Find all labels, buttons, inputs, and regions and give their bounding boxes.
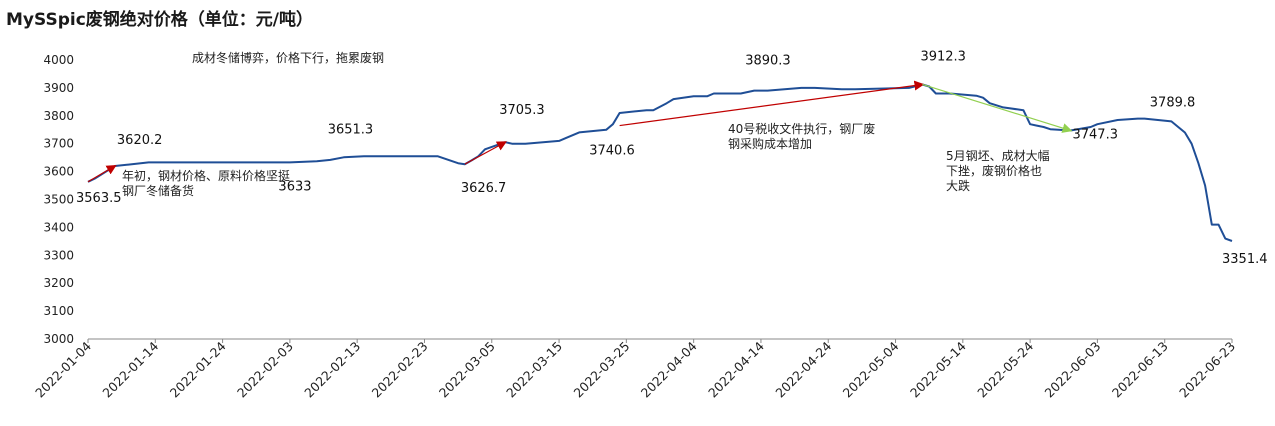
y-tick-label: 3200: [43, 276, 74, 290]
data-label: 3351.4: [1222, 252, 1268, 267]
chart-title: MySSpic废钢绝对价格（单位：元/吨）: [6, 10, 314, 30]
y-axis: 3000 3100 3200 3300 3400 3500 3600 3700 3800 3900…: [43, 53, 74, 346]
annotation-note-line: 年初，钢材价格、原料价格坚挺: [122, 168, 290, 183]
x-tick-label: 2022-04-04: [638, 338, 700, 400]
x-axis: 2022-01-04 2022-01-14 2022-01-24 2022-02-03…: [32, 338, 1238, 400]
y-tick-label: 4000: [43, 53, 74, 67]
data-label: 3626.7: [461, 181, 507, 196]
x-tick-label: 2022-03-25: [570, 339, 632, 401]
data-label: 3633: [278, 179, 311, 194]
annotation-note: 40号税收文件执行，钢厂废钢采购成本增加: [728, 121, 875, 151]
y-tick-label: 3000: [43, 332, 74, 346]
annotation-note-line: 40号税收文件执行，钢厂废: [728, 121, 875, 136]
x-tick-label: 2022-02-13: [301, 339, 363, 401]
red-trend-arrow: [87, 164, 117, 183]
x-tick-label: 2022-01-24: [167, 338, 229, 400]
y-tick-label: 3100: [43, 304, 74, 318]
x-tick-label: 2022-04-24: [772, 338, 834, 400]
y-tick-label: 3900: [43, 81, 74, 95]
y-tick-label: 3700: [43, 137, 74, 151]
annotation-note: 年初，钢材价格、原料价格坚挺钢厂冬储备货: [122, 168, 290, 198]
x-tick-label: 2022-02-23: [369, 339, 431, 401]
annotation-note-line: 成材冬储博弈，价格下行，拖累废钢: [192, 50, 384, 65]
data-label: 3912.3: [920, 49, 966, 64]
data-label: 3789.8: [1150, 96, 1196, 111]
annotation-note-line: 大跌: [946, 178, 970, 193]
annotation-note-line: 5月钢坯、成材大幅: [946, 148, 1050, 163]
y-tick-label: 3500: [43, 193, 74, 207]
x-tick-label: 2022-02-03: [234, 339, 296, 401]
x-tick-label: 2022-05-04: [840, 338, 902, 400]
annotation-arrows: [87, 80, 1073, 183]
data-label: 3747.3: [1072, 128, 1118, 143]
x-tick-label: 2022-01-14: [99, 338, 161, 400]
x-tick-label: 2022-04-14: [705, 338, 767, 400]
annotation-note: 5月钢坯、成材大幅下挫，废钢价格也大跌: [946, 148, 1050, 193]
data-label: 3620.2: [117, 133, 163, 148]
data-label: 3890.3: [745, 54, 791, 69]
x-tick-label: 2022-05-14: [907, 338, 969, 400]
data-labels: 3563.5 3620.2 3633 3651.3 3626.7 3705.3 3740.6…: [76, 49, 1268, 266]
y-tick-label: 3300: [43, 248, 74, 262]
red-trend-arrow: [464, 141, 507, 165]
x-tick-label: 2022-06-13: [1109, 339, 1171, 401]
y-tick-label: 3800: [43, 109, 74, 123]
red-trend-arrow: [619, 80, 925, 127]
x-tick-label: 2022-06-23: [1176, 339, 1238, 401]
x-tick-label: 2022-03-05: [436, 339, 498, 401]
data-label: 3705.3: [499, 103, 544, 118]
x-tick-label: 2022-03-15: [503, 339, 565, 401]
green-trend-arrow: [922, 83, 1073, 133]
x-tick-label: 2022-06-03: [1042, 339, 1104, 401]
series-layer: [87, 83, 1233, 242]
x-tick-label: 2022-05-24: [974, 338, 1036, 400]
x-tick-label: 2022-01-04: [32, 338, 94, 400]
annotation-note-line: 下挫，废钢价格也: [946, 163, 1042, 178]
data-label: 3651.3: [328, 122, 374, 137]
price-series-line: [87, 83, 1233, 242]
data-label: 3740.6: [589, 143, 635, 158]
y-tick-label: 3600: [43, 165, 74, 179]
data-label: 3563.5: [76, 191, 122, 206]
annotation-note-line: 钢厂冬储备货: [122, 183, 194, 198]
annotation-note-line: 钢采购成本增加: [728, 136, 812, 151]
y-tick-label: 3400: [43, 220, 74, 234]
annotation-note: 成材冬储博弈，价格下行，拖累废钢: [192, 50, 384, 65]
